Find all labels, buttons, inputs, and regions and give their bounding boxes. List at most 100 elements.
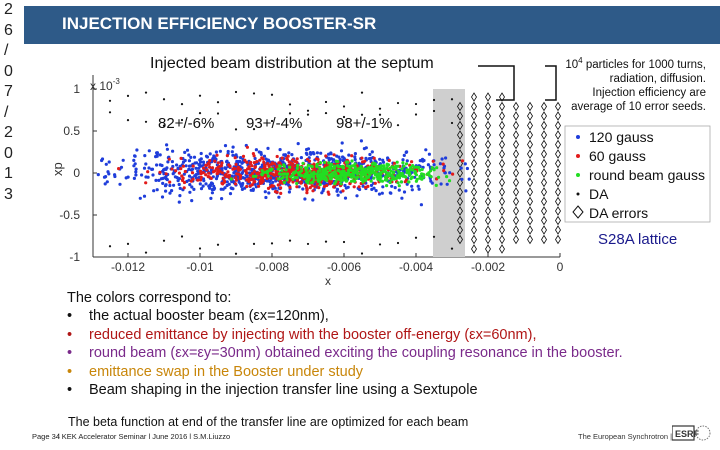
da-error-marker xyxy=(499,168,505,178)
beam-point-round xyxy=(383,178,388,182)
beam-point-round xyxy=(348,173,352,177)
beam-point-120-gauss xyxy=(359,139,363,143)
beam-point-60-gauss xyxy=(250,164,254,168)
beam-point-120-gauss xyxy=(353,167,357,171)
beam-point-60-gauss xyxy=(281,169,285,173)
beam-point-60-gauss xyxy=(355,164,359,168)
beam-point-round xyxy=(359,173,363,177)
da-error-marker xyxy=(513,139,519,150)
bullet-text: the actual booster beam (εx=120nm), xyxy=(89,308,329,325)
beam-point-round xyxy=(398,174,402,178)
beam-point-120-gauss xyxy=(193,161,197,165)
beam-point-120-gauss xyxy=(344,178,349,182)
beam-point-60-gauss xyxy=(243,169,247,173)
beam-point-120-gauss xyxy=(239,167,243,171)
beam-point-120-gauss xyxy=(467,177,471,181)
beam-point-120-gauss xyxy=(428,174,432,178)
beam-point-round xyxy=(345,160,349,164)
da-marker xyxy=(306,109,310,112)
beam-point-120-gauss xyxy=(414,164,418,168)
beam-point-60-gauss xyxy=(278,166,282,170)
beam-point-round xyxy=(317,174,321,178)
da-marker xyxy=(270,242,274,245)
beam-point-60-gauss xyxy=(252,176,256,181)
beam-point-60-gauss xyxy=(352,178,356,182)
beam-point-round xyxy=(337,165,341,169)
beam-point-120-gauss xyxy=(178,186,182,190)
beam-point-round xyxy=(333,170,337,174)
beam-point-round xyxy=(318,161,322,165)
beam-point-120-gauss xyxy=(300,178,305,182)
beam-point-round xyxy=(409,165,413,169)
beam-point-120-gauss xyxy=(104,175,108,179)
beam-point-120-gauss xyxy=(377,167,381,171)
beam-point-120-gauss xyxy=(212,154,216,158)
beam-point-round xyxy=(392,170,396,174)
beam-point-120-gauss xyxy=(327,152,331,156)
beam-point-60-gauss xyxy=(282,179,286,183)
beam-point-60-gauss xyxy=(286,172,290,176)
beam-point-120-gauss xyxy=(314,176,318,180)
beam-point-round xyxy=(432,168,436,172)
simulation-note: 104 particles for 1000 turns, radiation,… xyxy=(540,54,706,114)
beam-point-60-gauss xyxy=(327,161,331,165)
beam-point-60-gauss xyxy=(276,166,280,170)
beam-point-120-gauss xyxy=(189,168,193,172)
beam-point-round xyxy=(437,175,441,179)
da-error-marker xyxy=(541,158,547,169)
beam-point-120-gauss xyxy=(271,187,275,191)
beam-point-120-gauss xyxy=(311,151,315,155)
beam-point-60-gauss xyxy=(235,172,239,176)
beam-point-120-gauss xyxy=(164,173,169,177)
beam-point-round xyxy=(384,176,388,180)
beam-point-round xyxy=(365,170,369,174)
beam-point-120-gauss xyxy=(273,175,277,179)
beam-point-60-gauss xyxy=(285,174,289,178)
beam-point-round xyxy=(396,164,400,168)
beam-point-60-gauss xyxy=(245,178,249,182)
da-marker xyxy=(378,113,382,116)
beam-point-60-gauss xyxy=(253,165,257,169)
beam-point-60-gauss xyxy=(272,162,277,166)
beam-point-120-gauss xyxy=(220,168,224,172)
beam-point-120-gauss xyxy=(246,181,250,185)
da-error-marker xyxy=(527,206,533,216)
beam-point-60-gauss xyxy=(335,162,339,166)
beam-point-120-gauss xyxy=(389,174,393,178)
beam-point-round xyxy=(388,172,392,176)
beam-point-120-gauss xyxy=(266,159,270,163)
beam-point-120-gauss xyxy=(259,152,263,156)
bullet: • xyxy=(67,308,73,325)
beam-point-120-gauss xyxy=(318,171,322,175)
beam-point-round xyxy=(342,170,346,174)
beam-point-120-gauss xyxy=(370,166,374,170)
beam-point-round xyxy=(265,171,269,175)
beam-point-120-gauss xyxy=(298,170,302,174)
beam-point-60-gauss xyxy=(241,154,246,158)
beam-point-round xyxy=(401,161,405,165)
beam-point-120-gauss xyxy=(239,176,243,180)
beam-point-60-gauss xyxy=(269,172,273,176)
beam-point-60-gauss xyxy=(220,181,224,185)
da-error-marker xyxy=(541,149,547,159)
beam-point-60-gauss xyxy=(328,165,332,169)
beam-point-60-gauss xyxy=(271,167,275,171)
beam-point-120-gauss xyxy=(299,156,303,160)
beam-point-120-gauss xyxy=(244,173,248,177)
beam-point-round xyxy=(368,173,372,177)
beam-point-60-gauss xyxy=(291,165,295,169)
beam-point-60-gauss xyxy=(278,161,282,165)
beam-point-round xyxy=(315,172,319,176)
footer-org: The European Synchrotron | xyxy=(578,432,673,441)
beam-point-60-gauss xyxy=(205,168,209,172)
beam-point-120-gauss xyxy=(330,161,334,165)
beam-point-60-gauss xyxy=(267,168,271,172)
beam-point-120-gauss xyxy=(269,183,273,187)
beam-point-120-gauss xyxy=(219,160,223,164)
beam-point-round xyxy=(339,175,343,179)
beam-point-round xyxy=(396,181,400,185)
beam-point-120-gauss xyxy=(378,163,382,167)
beam-point-120-gauss xyxy=(329,166,333,170)
beam-point-round xyxy=(379,170,383,174)
beam-point-120-gauss xyxy=(392,167,396,171)
